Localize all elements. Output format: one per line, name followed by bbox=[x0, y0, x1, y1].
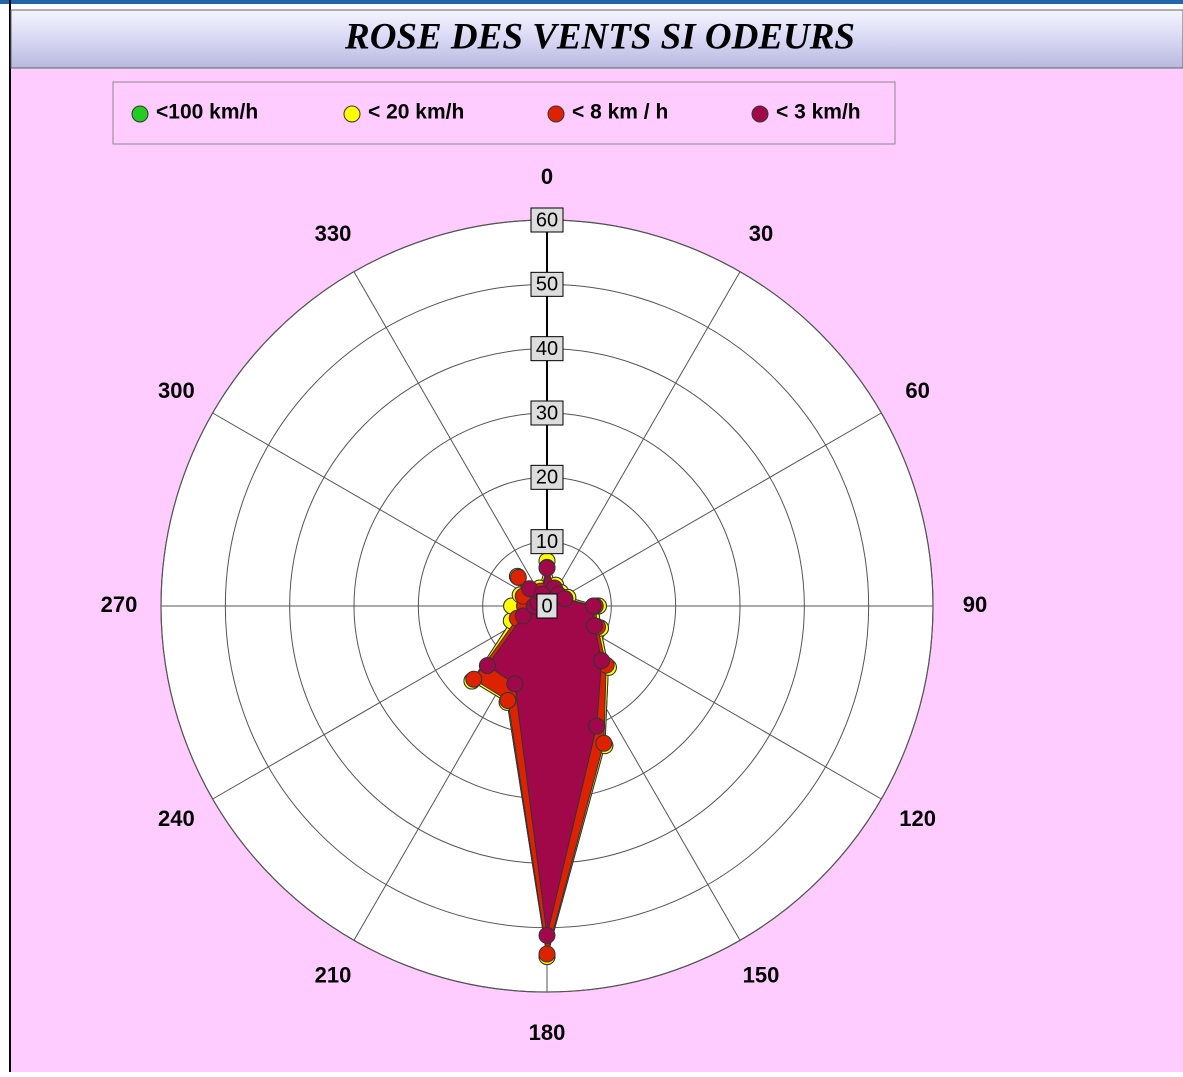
angle-label: 300 bbox=[158, 378, 195, 403]
angle-label: 120 bbox=[899, 806, 936, 831]
legend-label: < 8 km / h bbox=[572, 101, 668, 124]
spoke bbox=[212, 605, 548, 800]
marker bbox=[586, 617, 604, 635]
legend-marker bbox=[547, 105, 565, 123]
r-tick-box bbox=[530, 336, 564, 362]
legend-marker bbox=[751, 105, 769, 123]
r-tick-box bbox=[530, 207, 564, 233]
marker bbox=[465, 670, 483, 688]
angle-label: 330 bbox=[315, 221, 352, 246]
r-tick-label: 60 bbox=[536, 209, 558, 231]
r-tick-label: 0 bbox=[541, 595, 552, 617]
legend-marker bbox=[343, 105, 361, 123]
r-tick-label: 50 bbox=[536, 274, 558, 296]
chart-title: ROSE DES VENTS SI ODEURS bbox=[344, 16, 855, 57]
angle-label: 210 bbox=[315, 962, 352, 987]
angle-label: 90 bbox=[963, 592, 987, 617]
marker bbox=[478, 657, 496, 675]
angle-label: 270 bbox=[101, 592, 138, 617]
r-tick-box bbox=[536, 593, 558, 619]
r-tick-label: 40 bbox=[536, 338, 558, 360]
marker bbox=[588, 717, 606, 735]
marker bbox=[538, 559, 556, 577]
angle-label: 0 bbox=[541, 164, 553, 189]
angle-label: 150 bbox=[743, 962, 780, 987]
spoke bbox=[546, 412, 882, 607]
marker bbox=[506, 675, 524, 693]
r-tick-label: 20 bbox=[536, 467, 558, 489]
marker bbox=[595, 734, 613, 752]
legend-label: < 20 km/h bbox=[368, 101, 464, 124]
marker bbox=[509, 568, 527, 586]
marker bbox=[538, 945, 556, 963]
angle-label: 60 bbox=[905, 378, 929, 403]
marker bbox=[593, 652, 611, 670]
title-bar bbox=[10, 9, 1183, 69]
r-tick-box bbox=[530, 400, 564, 426]
marker bbox=[538, 926, 556, 944]
angle-label: 180 bbox=[529, 1020, 566, 1045]
spoke bbox=[546, 271, 741, 607]
marker bbox=[556, 590, 574, 608]
legend-marker bbox=[131, 105, 149, 123]
angle-label: 30 bbox=[749, 221, 773, 246]
marker bbox=[499, 692, 517, 710]
r-tick-box bbox=[530, 271, 564, 297]
r-tick-label: 30 bbox=[536, 402, 558, 424]
marker bbox=[584, 597, 602, 615]
legend-label: < 3 km/h bbox=[776, 101, 861, 124]
r-tick-box bbox=[530, 464, 564, 490]
legend-label: <100 km/h bbox=[156, 101, 258, 124]
r-tick-box bbox=[530, 529, 564, 555]
spoke bbox=[212, 412, 548, 607]
r-tick-label: 10 bbox=[536, 531, 558, 553]
spoke bbox=[353, 271, 548, 607]
angle-label: 240 bbox=[158, 806, 195, 831]
marker bbox=[514, 607, 532, 625]
